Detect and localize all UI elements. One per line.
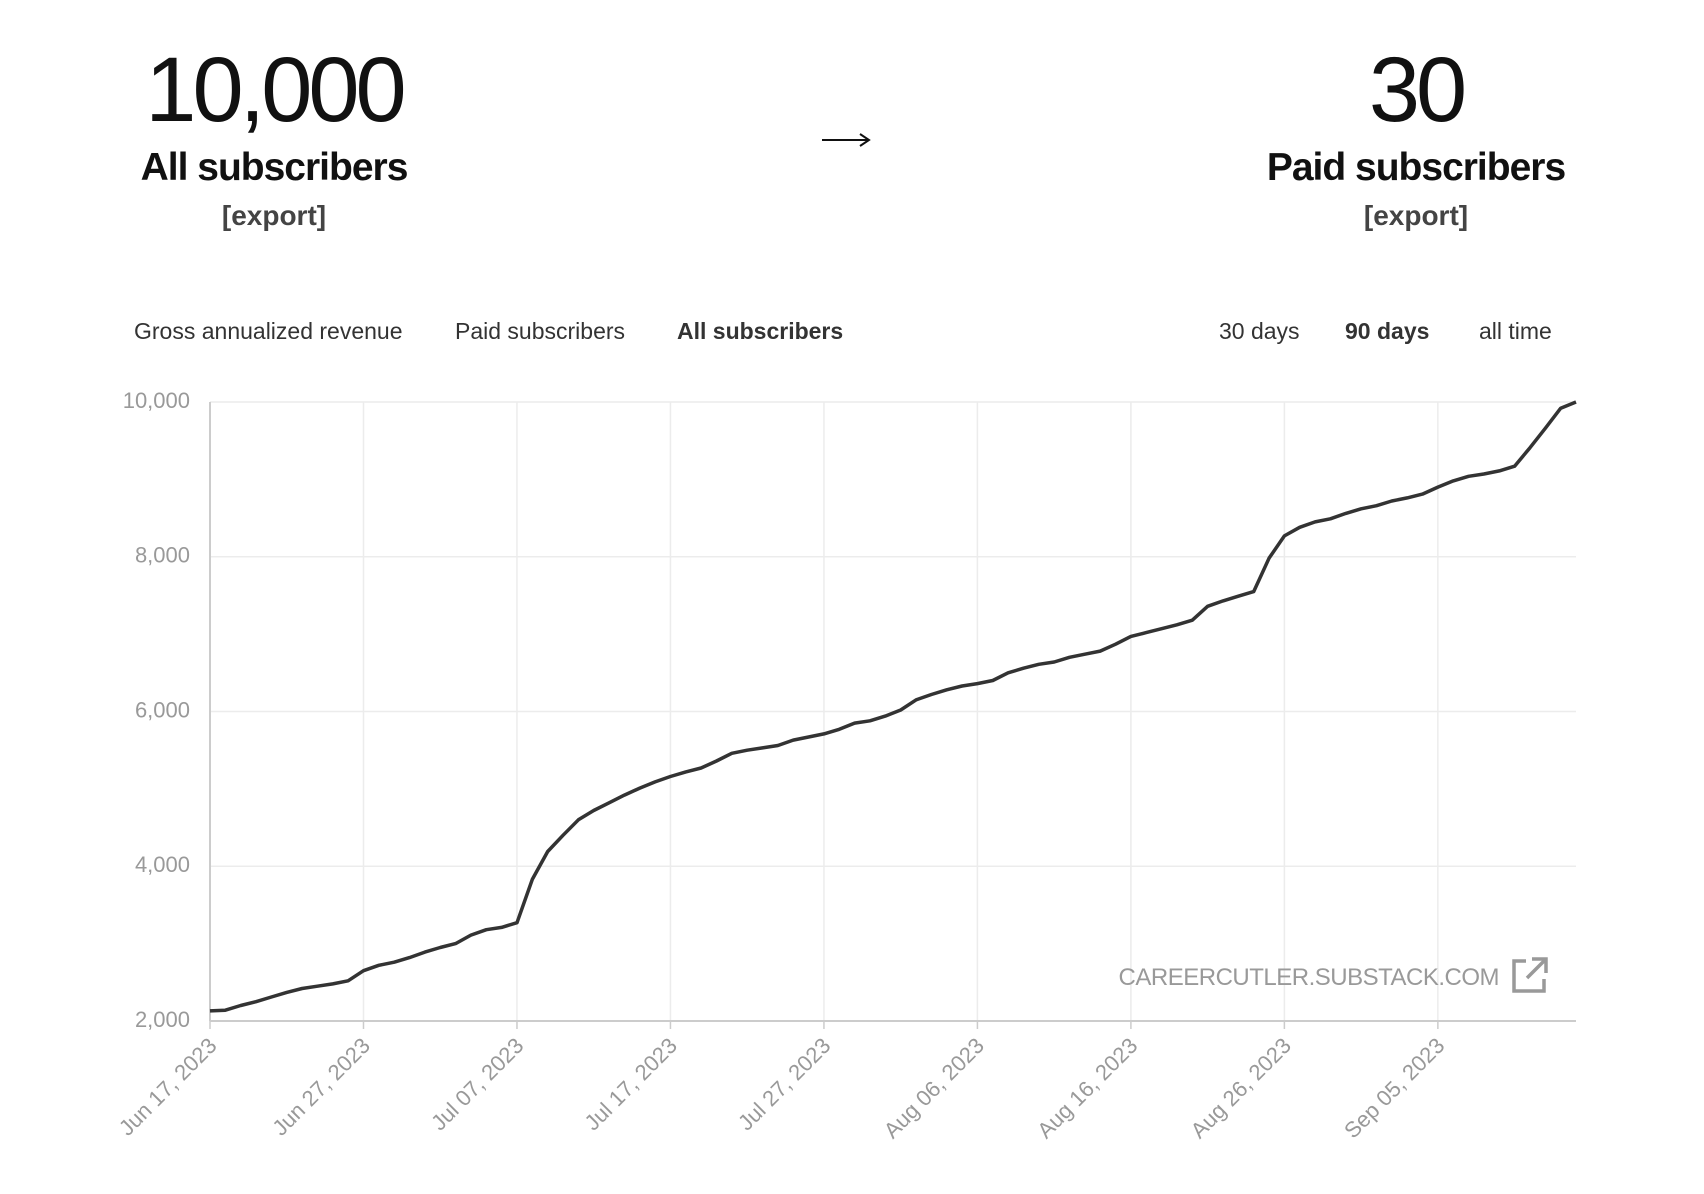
x-tick-label: Jul 17, 2023	[580, 1033, 682, 1135]
range-tab[interactable]: 30 days	[1219, 318, 1300, 344]
x-tick-label: Aug 06, 2023	[879, 1033, 989, 1143]
line	[209, 400, 1577, 1013]
stat: 30 Paid subscribers [export]	[1216, 40, 1616, 232]
x-tick-label: Jun 27, 2023	[267, 1033, 375, 1141]
metric-tab[interactable]: All subscribers	[677, 318, 844, 344]
stat-label: All subscribers	[140, 146, 409, 189]
y-tick-label: 6,000	[135, 697, 190, 722]
range-tab[interactable]: 90 days	[1345, 318, 1430, 344]
arrow	[822, 133, 871, 147]
x-tick-label: Aug 26, 2023	[1186, 1033, 1296, 1143]
watermark: CAREERCUTLER.SUBSTACK.COM	[1119, 964, 1499, 991]
y-tick-label: 4,000	[135, 852, 190, 877]
stat-number: 10,000	[145, 39, 406, 141]
y-tick-label: 2,000	[135, 1007, 190, 1032]
x-tick-label: Jun 17, 2023	[114, 1033, 222, 1141]
stat-label: Paid subscribers	[1266, 146, 1566, 189]
y-tick-label: 10,000	[123, 388, 190, 413]
external-link-icon[interactable]	[1512, 957, 1548, 993]
x-tick-label: Jul 07, 2023	[426, 1033, 528, 1135]
metric-tab[interactable]: Paid subscribers	[455, 318, 626, 344]
x-tick-label: Aug 16, 2023	[1032, 1033, 1142, 1143]
stat: 10,000 All subscribers [export]	[74, 40, 474, 232]
stat-number: 30	[1368, 39, 1467, 141]
x-tick-label: Sep 05, 2023	[1339, 1033, 1449, 1143]
export-link[interactable]: [export]	[1363, 200, 1469, 231]
metric-tab[interactable]: Gross annualized revenue	[134, 318, 403, 344]
range-tab[interactable]: all time	[1479, 318, 1552, 344]
y-tick-label: 8,000	[135, 543, 190, 568]
x-tick-label: Jul 27, 2023	[733, 1033, 835, 1135]
export-link[interactable]: [export]	[221, 200, 327, 231]
